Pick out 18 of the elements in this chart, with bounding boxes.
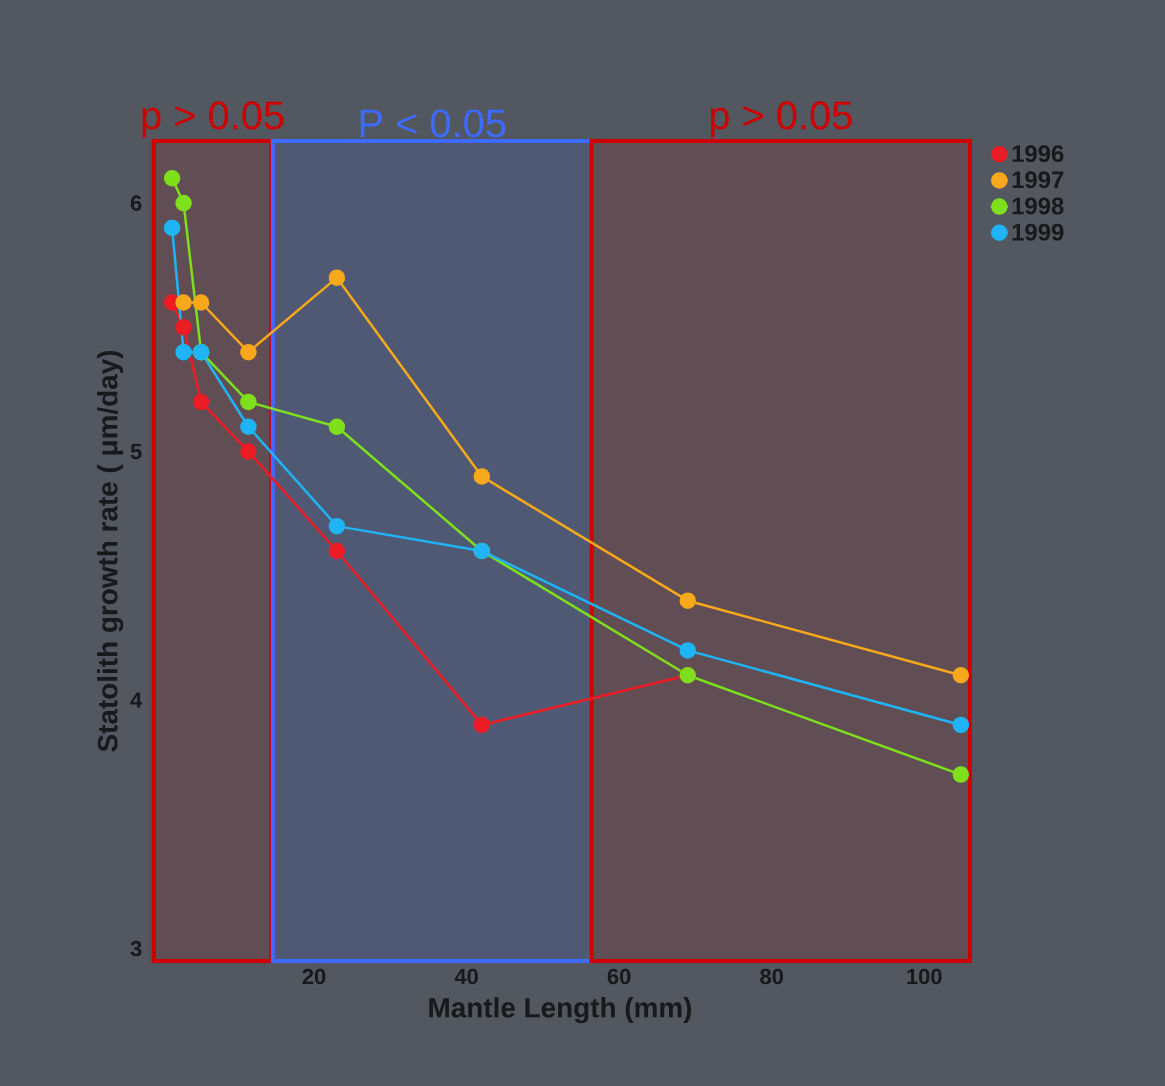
band-label: p > 0.05 <box>142 101 284 138</box>
band-label: P < 0.05 <box>360 109 506 138</box>
x-tick-label: 100 <box>907 968 942 985</box>
band-label: p > 0.05 <box>710 101 852 138</box>
x-axis-title: Mantle Length (mm) <box>429 997 692 1024</box>
y-tick-label: 6 <box>130 195 142 211</box>
x-tick-label: 40 <box>454 968 478 985</box>
x-tick-label: 60 <box>607 968 631 985</box>
y-tick-label: 5 <box>130 443 142 460</box>
legend-label: 1996 <box>1012 145 1064 163</box>
x-tick-label: 20 <box>302 968 326 985</box>
legend-label: 1997 <box>1012 171 1064 189</box>
legend-label: 1999 <box>1012 223 1064 241</box>
legend-label: 1998 <box>1012 197 1064 215</box>
y-tick-label: 4 <box>130 692 143 708</box>
y-tick-label: 3 <box>130 940 142 957</box>
x-tick-label: 80 <box>760 968 783 985</box>
y-axis-title: Statolith growth rate ( μm/day) <box>97 350 124 752</box>
